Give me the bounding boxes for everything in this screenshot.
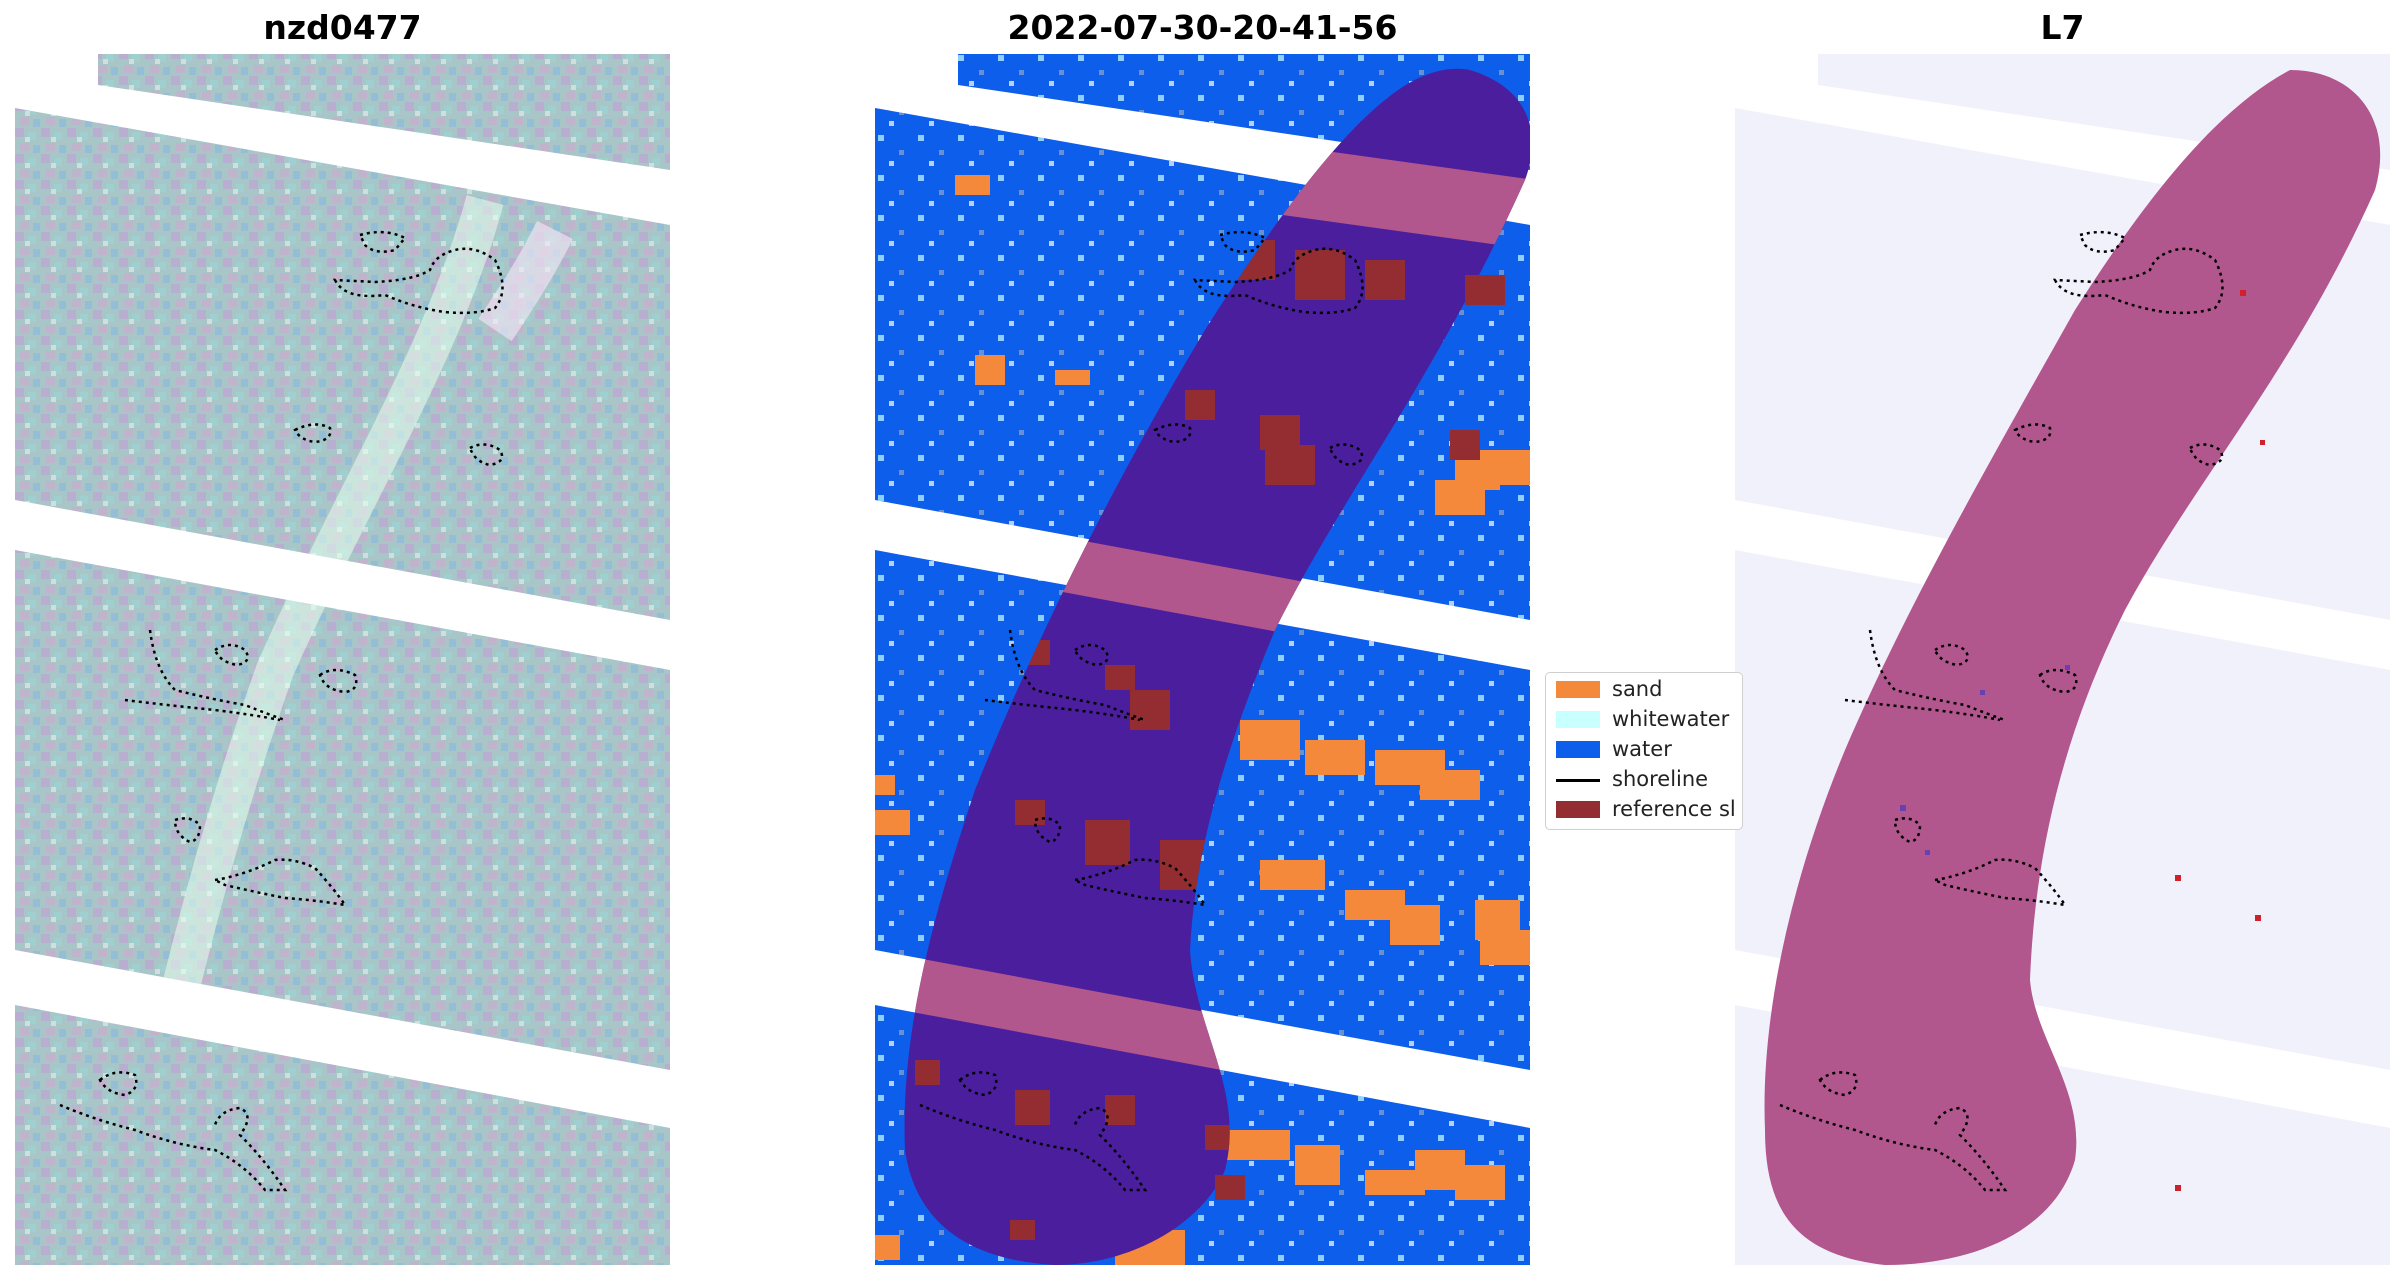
- legend-swatch-whitewater: [1556, 711, 1600, 728]
- shoreline-contours-classified: [919, 230, 1364, 1192]
- legend-swatch-reference: [1556, 801, 1600, 818]
- legend-swatch-shoreline: [1556, 779, 1600, 782]
- classification-panel: [875, 54, 1530, 1265]
- shoreline-contours-rgb: [59, 230, 504, 1192]
- shoreline-contours-l7: [1779, 230, 2224, 1192]
- panel-title-classified: 2022-07-30-20-41-56: [1007, 8, 1398, 47]
- legend-label-reference: reference sl: [1612, 797, 1736, 821]
- legend-item-water: water: [1546, 735, 1742, 763]
- panel-title-rgb: nzd0477: [263, 8, 422, 47]
- legend: sand whitewater water shoreline referenc…: [1545, 672, 1743, 830]
- legend-item-reference: reference sl: [1546, 795, 1742, 823]
- l7-panel: [1735, 54, 2390, 1265]
- legend-label-sand: sand: [1612, 677, 1663, 701]
- reference-patches-outside: [1215, 275, 1505, 1200]
- legend-item-whitewater: whitewater: [1546, 705, 1742, 733]
- legend-item-shoreline: shoreline: [1546, 765, 1742, 793]
- legend-swatch-water: [1556, 741, 1600, 758]
- legend-item-sand: sand: [1546, 675, 1742, 703]
- legend-label-water: water: [1612, 737, 1672, 761]
- legend-label-whitewater: whitewater: [1612, 707, 1730, 731]
- legend-label-shoreline: shoreline: [1612, 767, 1709, 791]
- l7-reference-band: [1764, 70, 2381, 1265]
- panel-title-l7: L7: [2040, 8, 2085, 47]
- rgb-image-panel: [15, 54, 670, 1265]
- legend-swatch-sand: [1556, 681, 1600, 698]
- sand-patches: [875, 175, 1530, 1265]
